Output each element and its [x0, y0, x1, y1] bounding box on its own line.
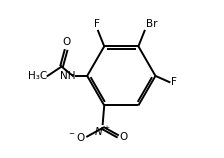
- Text: Br: Br: [146, 19, 158, 29]
- Text: O: O: [120, 131, 128, 142]
- Text: F: F: [94, 19, 99, 29]
- Text: $N^+$: $N^+$: [94, 125, 111, 138]
- Text: $^-$O: $^-$O: [67, 131, 86, 143]
- Text: F: F: [171, 77, 177, 87]
- Text: O: O: [62, 37, 70, 47]
- Text: NH: NH: [60, 71, 75, 81]
- Text: H₃C: H₃C: [28, 71, 47, 81]
